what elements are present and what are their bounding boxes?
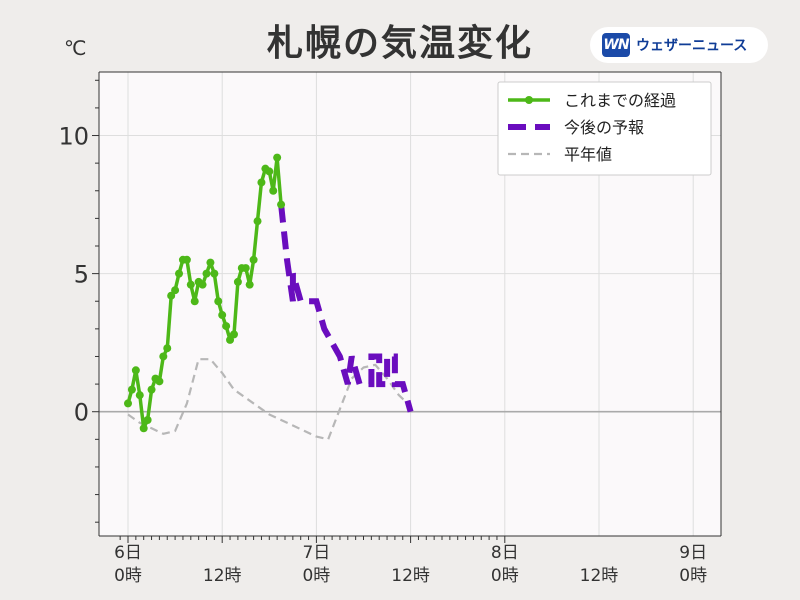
legend-swatch-observed-marker [525, 96, 533, 104]
x-tick-label-day: 6日 [114, 543, 142, 563]
observed-point [159, 352, 168, 361]
x-tick-label-day: 7日 [302, 543, 330, 563]
x-tick-label-hour: 0時 [114, 566, 142, 586]
observed-point [127, 385, 136, 394]
observed-point [253, 217, 262, 226]
legend-label: 今後の予報 [564, 118, 644, 137]
observed-point [218, 311, 227, 320]
legend-label: 平年値 [564, 145, 612, 164]
observed-point [175, 269, 184, 278]
series-line-observed [126, 155, 283, 431]
legend-label: これまでの経過 [564, 91, 676, 110]
series-line-forecast [278, 204, 414, 413]
observed-point [182, 255, 191, 264]
observed-point [249, 255, 258, 264]
observed-point [202, 269, 211, 278]
y-axis-unit: ℃ [64, 36, 87, 60]
legend-box [497, 81, 712, 176]
observed-point [190, 297, 199, 306]
observed-point [257, 178, 266, 187]
observed-point [226, 335, 235, 344]
x-tick-label-day: 9日 [679, 543, 707, 563]
observed-point [233, 277, 242, 286]
observed-point [163, 344, 172, 353]
observed-point [222, 322, 231, 331]
observed-point [273, 153, 282, 162]
observed-point [139, 424, 148, 433]
observed-point [198, 280, 207, 289]
observed-point [214, 297, 223, 306]
x-tick-label-day: 8日 [491, 543, 519, 563]
observed-point [269, 186, 278, 195]
observed-point [265, 167, 274, 176]
logo-mark-icon: WN [602, 33, 630, 57]
chart-title: 札幌の気温変化 [266, 23, 533, 64]
x-tick-label-hour: 0時 [491, 566, 519, 586]
weathernews-logo: WN ウェザーニュース [590, 27, 768, 63]
observed-point [245, 280, 254, 289]
y-tick-label: 10 [58, 123, 89, 151]
observed-point [155, 377, 164, 386]
observed-point [131, 366, 140, 375]
x-tick-label-hour: 12時 [391, 566, 430, 586]
observed-point [186, 280, 195, 289]
observed-point [135, 391, 144, 400]
observed-point [147, 385, 156, 394]
logo-text: ウェザーニュース [636, 38, 748, 54]
observed-point [124, 399, 132, 408]
x-tick-label-hour: 0時 [302, 566, 330, 586]
observed-point [277, 200, 286, 209]
observed-point [143, 416, 152, 424]
observed-point [171, 286, 180, 295]
observed-point [241, 264, 250, 273]
x-tick-label-hour: 0時 [679, 566, 707, 586]
observed-point [206, 258, 215, 267]
observed-point [167, 291, 176, 300]
observed-point [210, 269, 219, 278]
x-tick-label-hour: 12時 [580, 566, 619, 586]
series-line-normal [127, 358, 412, 441]
observed-point [229, 330, 238, 339]
y-tick-label: 5 [74, 261, 89, 289]
y-tick-label: 0 [74, 399, 89, 427]
x-tick-label-hour: 12時 [203, 566, 242, 586]
